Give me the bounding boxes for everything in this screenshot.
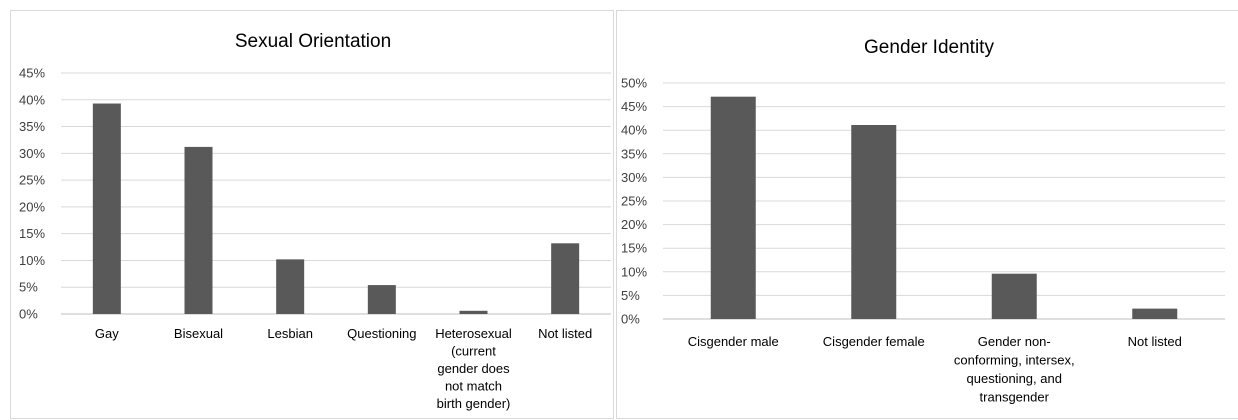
x-category-label: (current xyxy=(451,344,496,359)
x-category-label: conforming, intersex, xyxy=(954,353,1075,368)
y-tick-label: 25% xyxy=(19,173,45,188)
bar-4 xyxy=(459,310,488,314)
bar-1 xyxy=(184,146,213,314)
y-tick-label: 5% xyxy=(19,280,38,295)
x-category-label: Questioning xyxy=(347,326,416,341)
y-tick-label: 30% xyxy=(19,146,45,161)
chart-panel-sexual-orientation: Sexual Orientation 0% 5% 10% 15% 20% 25% 30% 35%… xyxy=(10,10,614,419)
bar-1 xyxy=(851,125,897,320)
y-tick-label: 10% xyxy=(621,264,647,279)
y-tick-label: 10% xyxy=(19,253,45,268)
y-tick-label: 0% xyxy=(621,312,640,327)
chart-sexual-orientation: Sexual Orientation 0% 5% 10% 15% 20% 25% 30% 35%… xyxy=(19,31,611,411)
y-tick-label: 35% xyxy=(621,146,647,161)
y-tick-label: 40% xyxy=(621,123,647,138)
y-tick-label: 40% xyxy=(19,92,45,107)
bar-3 xyxy=(1132,308,1178,319)
chart-title: Gender Identity xyxy=(864,37,994,58)
x-category-label: transgender xyxy=(980,390,1050,405)
x-category-label: Gay xyxy=(95,326,119,341)
y-tick-label: 15% xyxy=(19,226,45,241)
bar-2 xyxy=(991,273,1037,319)
y-tick-label: 35% xyxy=(19,119,45,134)
bar-0 xyxy=(92,103,121,314)
bar-5 xyxy=(551,243,580,314)
x-category-label: not match xyxy=(445,379,502,394)
y-tick-label: 5% xyxy=(621,288,640,303)
bar-3 xyxy=(367,285,396,314)
y-tick-label: 45% xyxy=(19,66,45,81)
y-tick-label: 15% xyxy=(621,241,647,256)
y-tick-label: 45% xyxy=(621,99,647,114)
x-category-label: Heterosexual xyxy=(435,326,512,341)
y-tick-label: 20% xyxy=(19,199,45,214)
x-category-label: Cisgender male xyxy=(688,334,779,349)
y-tick-label: 30% xyxy=(621,170,647,185)
bar-0 xyxy=(710,96,756,319)
x-category-label: Not listed xyxy=(538,326,592,341)
x-category-label: Lesbian xyxy=(267,326,313,341)
x-category-label: Not listed xyxy=(1128,334,1182,349)
y-tick-label: 0% xyxy=(19,307,38,322)
bar-2 xyxy=(276,259,305,314)
chart-title: Sexual Orientation xyxy=(235,31,391,52)
x-category-label: Bisexual xyxy=(174,326,223,341)
chart-panel-gender-identity: Gender Identity 0% 5% 10% 15% 20% 25% 30% 35% 40%… xyxy=(616,10,1238,419)
x-category-label: birth gender) xyxy=(437,396,511,411)
x-category-label: Gender non- xyxy=(978,334,1051,349)
y-tick-label: 25% xyxy=(621,194,647,209)
x-category-label: gender does xyxy=(437,361,510,376)
chart-gender-identity: Gender Identity 0% 5% 10% 15% 20% 25% 30% 35% 40%… xyxy=(621,37,1225,405)
y-tick-label: 20% xyxy=(621,217,647,232)
x-category-label: Cisgender female xyxy=(823,334,925,349)
y-tick-label: 50% xyxy=(621,76,647,91)
x-category-label: questioning, and xyxy=(967,371,1062,386)
